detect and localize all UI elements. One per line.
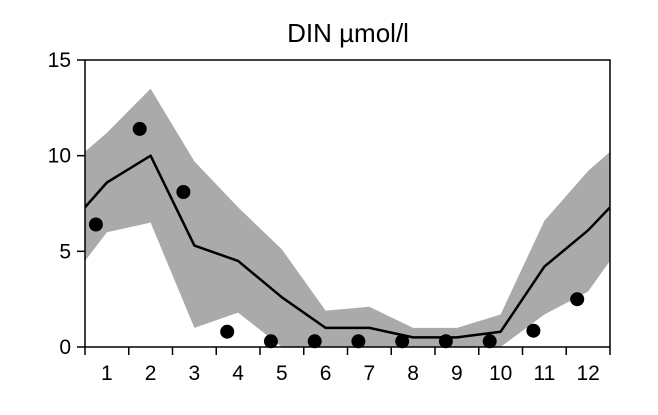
data-point (351, 334, 366, 349)
data-point (482, 334, 497, 349)
data-point (526, 323, 541, 338)
x-tick-label: 3 (189, 362, 201, 385)
range-band (85, 88, 610, 347)
x-tick-label: 11 (533, 362, 555, 385)
x-tick-label: 6 (320, 362, 332, 385)
data-point (88, 217, 103, 232)
data-point (395, 334, 410, 349)
mean-line (85, 154, 610, 339)
x-tick-label: 8 (407, 362, 419, 385)
chart-title: DIN µmol/l (287, 18, 409, 48)
y-tick-label: 10 (48, 145, 71, 168)
x-tick-label: 7 (364, 362, 376, 385)
y-tick-label: 5 (59, 240, 71, 263)
data-point (220, 324, 235, 339)
y-tick-label: 15 (48, 49, 71, 72)
x-tick-label: 2 (145, 362, 157, 385)
y-tick-label: 0 (59, 336, 71, 359)
data-point (132, 121, 147, 136)
data-point (570, 292, 585, 307)
data-point (438, 334, 453, 349)
data-point (307, 334, 322, 349)
data-point (176, 185, 191, 199)
x-tick-label: 5 (276, 362, 288, 385)
x-tick-label: 12 (576, 362, 599, 385)
x-tick-label: 1 (101, 362, 113, 385)
plot-area (85, 88, 610, 349)
data-point (263, 334, 278, 349)
x-tick-label: 9 (451, 362, 463, 385)
x-tick-label: 10 (489, 362, 512, 385)
x-tick-label: 4 (232, 362, 244, 385)
